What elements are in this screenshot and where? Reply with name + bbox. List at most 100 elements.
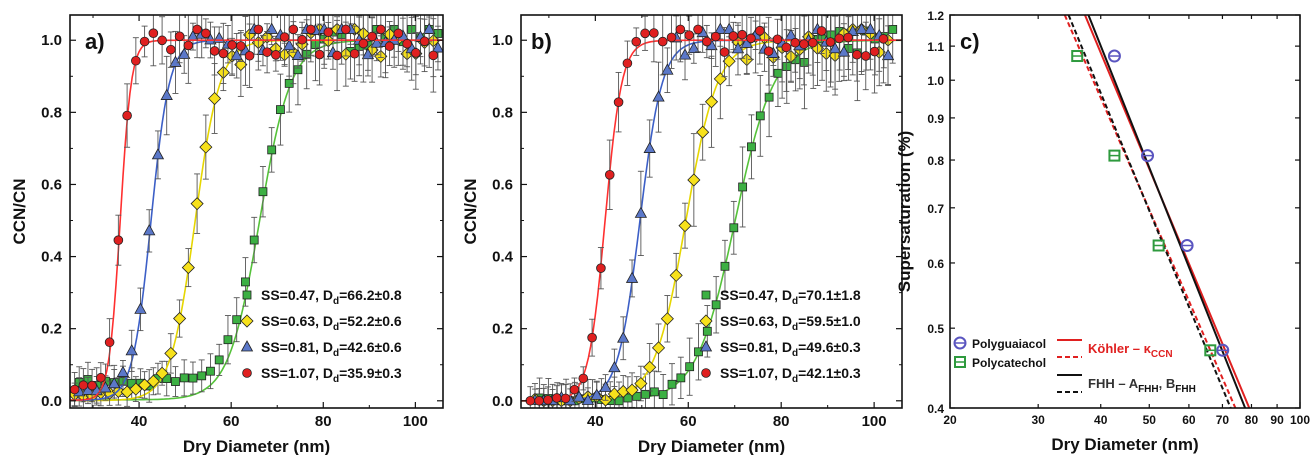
- legend-marker: [701, 368, 711, 378]
- series-3-point: [148, 28, 159, 38]
- series-3-point: [534, 395, 544, 406]
- series-3-point: [402, 38, 412, 49]
- legend-fhh: FHH – AFHH, BFHH: [1088, 376, 1196, 395]
- series-3-point: [174, 31, 185, 42]
- series-1-point: [696, 125, 710, 139]
- series-2-point: [846, 24, 859, 36]
- series-1-point: [704, 95, 719, 109]
- series-0-point: [782, 62, 792, 71]
- series-1-point: [155, 366, 169, 380]
- series-0-point: [249, 235, 259, 245]
- series-0-point: [658, 390, 668, 400]
- x-tick-label: 40: [587, 413, 604, 430]
- panel-label: b): [531, 29, 552, 54]
- legend-series-0: Polyguaiacol: [972, 337, 1046, 351]
- plot-area: [70, 15, 443, 408]
- series-1-point: [634, 376, 648, 391]
- series-3-point: [852, 49, 862, 60]
- series-1-point: [625, 383, 639, 397]
- series-1-point: [722, 54, 736, 68]
- series-3-point: [314, 49, 325, 60]
- series-3-point: [869, 46, 880, 57]
- legend-entry-0: SS=0.47, Dd=66.2±0.8: [261, 287, 402, 307]
- series-3-point: [763, 46, 774, 56]
- series-3-point: [551, 393, 562, 403]
- series-3-point: [166, 44, 176, 55]
- series-3-point: [693, 24, 703, 35]
- series-0-point: [720, 261, 730, 271]
- legend-kohler: Köhler – κCCN: [1088, 341, 1173, 360]
- plot-area: [1063, 15, 1251, 408]
- series-2-point: [151, 148, 165, 160]
- series-2-point: [143, 224, 156, 236]
- series-3-point: [878, 34, 889, 44]
- series-3-point: [306, 24, 316, 35]
- series-1-point: [164, 346, 178, 360]
- series-3-point: [613, 97, 624, 107]
- series-0-point: [223, 335, 233, 345]
- series-3-point: [772, 34, 783, 45]
- series-0-point: [667, 379, 677, 389]
- series-3-point: [78, 380, 89, 391]
- series-3-point: [816, 26, 827, 36]
- series-3-point: [834, 33, 845, 44]
- series-3-point: [755, 25, 765, 36]
- series-3-point: [244, 50, 255, 61]
- x-tick-label: 70: [1216, 413, 1230, 427]
- series-3-point: [843, 32, 853, 43]
- legend-marker: [699, 314, 713, 328]
- fit-line-2: [1087, 15, 1247, 408]
- series-3-point: [341, 24, 351, 35]
- series-2-point: [116, 365, 130, 377]
- series-3-point: [631, 36, 642, 47]
- series-2-point: [731, 42, 745, 54]
- x-axis-title: Dry Diameter (nm): [183, 437, 330, 455]
- legend-entry-3: SS=1.07, Dd=35.9±0.3: [261, 365, 402, 385]
- series-0-point: [685, 362, 695, 372]
- y-tick-label: 1.0: [927, 74, 944, 88]
- x-tick-label: 40: [1094, 413, 1108, 427]
- series-1-point: [199, 140, 213, 154]
- series-2-point: [283, 38, 296, 51]
- series-2-point: [687, 41, 701, 53]
- x-axis-title: Dry Diameter (nm): [638, 437, 785, 455]
- series-2-point: [864, 22, 877, 34]
- series-3-point: [349, 48, 360, 59]
- x-tick-label: 100: [403, 413, 428, 430]
- series-3-point: [384, 41, 395, 52]
- series-3-point: [728, 31, 739, 41]
- series-1-point: [669, 268, 683, 282]
- series-3-point: [560, 393, 571, 404]
- series-0-point: [179, 373, 189, 383]
- y-tick-label: 0.0: [492, 393, 513, 410]
- x-tick-label: 30: [1031, 413, 1045, 427]
- series-0-point: [641, 389, 650, 399]
- series-3-point: [192, 24, 202, 35]
- series-2-point: [625, 271, 639, 283]
- series-2-point: [714, 22, 727, 34]
- series-0-point: [258, 187, 268, 197]
- legend-marker: [240, 340, 254, 352]
- legend-marker: [701, 290, 711, 300]
- fit-line-3: [1067, 15, 1232, 408]
- panel-c: 20 30 40 50 60 70 80 90 100 0.4 0.5 0.6 0.7 0.8 0.9 1.0…: [895, 9, 1310, 454]
- legend-series-1: Polycatechol: [972, 356, 1046, 370]
- x-tick-label: 60: [680, 413, 697, 430]
- series-2-point: [230, 48, 243, 61]
- x-tick-label: 80: [1245, 413, 1259, 427]
- series-3-point: [569, 384, 580, 395]
- y-tick-label: 0.2: [492, 321, 513, 338]
- x-tick-label: 80: [315, 413, 332, 430]
- series-3-point: [131, 55, 141, 66]
- series-3-point: [596, 263, 606, 273]
- series-1-point: [181, 261, 195, 275]
- series-3-point: [236, 41, 246, 51]
- series-3-point: [288, 24, 299, 35]
- panel-b: 40 60 80 100 0.0 0.2 0.4 0.6 0.8 1.0 Dry Diameter …: [461, 14, 903, 455]
- series-3-point: [297, 34, 307, 45]
- series-3-point: [790, 37, 800, 48]
- series-2-point: [661, 63, 674, 75]
- series-0-point: [738, 182, 748, 192]
- series-0-point: [241, 277, 250, 287]
- series-3-point: [666, 32, 677, 43]
